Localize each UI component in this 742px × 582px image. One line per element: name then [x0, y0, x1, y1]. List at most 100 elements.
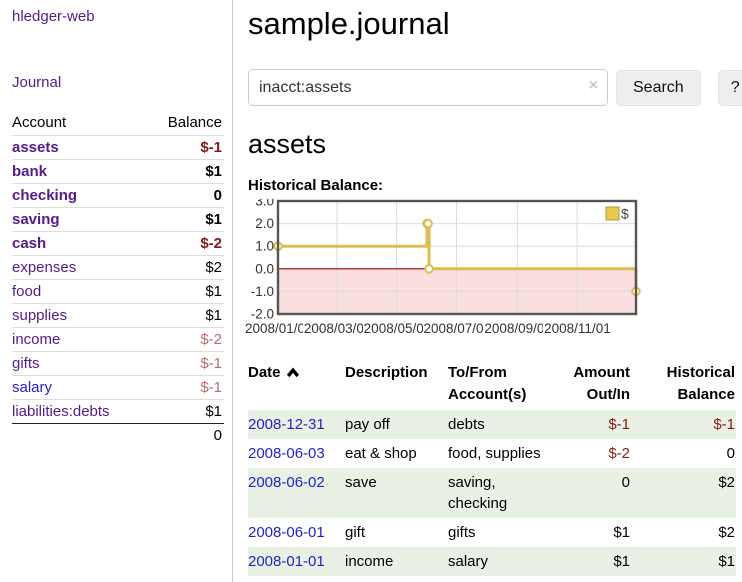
account-row: liabilities:debts $1 [12, 399, 224, 424]
account-link-supplies[interactable]: supplies [12, 307, 68, 324]
account-link-salary[interactable]: salary [12, 379, 53, 396]
transaction-balance: $2 [718, 473, 735, 491]
x-axis-tick-label: 2008/11/01 [543, 321, 612, 336]
register-header-balance-line2: Balance [677, 385, 735, 403]
account-row: gifts $-1 [12, 351, 224, 376]
y-axis-tick-label: -2.0 [251, 307, 274, 322]
accounts-header-balance: Balance [167, 114, 222, 131]
account-row: supplies $1 [12, 303, 224, 328]
transaction-row: 2008-01-01 income salary $1 $1 [248, 546, 736, 576]
main-content: sample.journal × Search ? assets Histori… [233, 0, 742, 582]
y-axis-tick-label: 3.0 [255, 199, 274, 209]
register-header-date[interactable]: Date [248, 360, 345, 410]
account-link-expenses[interactable]: expenses [12, 259, 77, 276]
register-header-amount-line2: Out/In [586, 385, 630, 403]
y-axis-tick-label: 0.0 [255, 261, 274, 276]
account-link-cash[interactable]: cash [12, 235, 47, 252]
account-link-saving[interactable]: saving [12, 211, 60, 228]
transaction-accounts: debts [448, 415, 485, 433]
sort-up-icon [286, 367, 299, 378]
x-axis-tick-label: 2008/07/01 [422, 321, 493, 336]
data-point-marker[interactable] [423, 218, 433, 229]
sidebar: hledger-web Journal Account Balance asse… [0, 0, 233, 582]
page-title: sample.journal [248, 6, 450, 41]
search-input[interactable] [248, 69, 608, 106]
account-link-bank[interactable]: bank [12, 163, 48, 180]
clear-search-icon[interactable]: × [588, 77, 598, 94]
register-table: Date Description To/From Account(s) Amou… [248, 360, 736, 576]
account-row: cash $-2 [12, 231, 224, 256]
transaction-date-link[interactable]: 2008-06-03 [248, 444, 325, 462]
account-name-cell: checking [12, 183, 147, 208]
historical-balance-chart: 3.0 2.0 1.0 0.0 -1.0 -2.0 $2008/01/01 2008/03/0… [244, 199, 742, 345]
transaction-date-link[interactable]: 2008-01-01 [248, 552, 325, 570]
account-row: saving $1 [12, 207, 224, 232]
transaction-date-cell: 2008-06-02 [248, 468, 345, 518]
search-field-wrap: × [248, 69, 608, 106]
account-name-cell: liabilities:debts [12, 399, 147, 424]
transaction-amount: $1 [613, 523, 630, 541]
x-axis-tick-label: 2008/05/01 [362, 321, 433, 336]
account-link-gifts[interactable]: gifts [12, 355, 40, 372]
account-name-cell: saving [12, 207, 147, 232]
brand-link[interactable]: hledger-web [12, 8, 95, 25]
account-link-liabilities-debts[interactable]: liabilities:debts [12, 403, 110, 420]
transaction-balance: $2 [718, 523, 735, 541]
account-row: food $1 [12, 279, 224, 304]
account-link-food[interactable]: food [12, 283, 42, 300]
search-button[interactable]: Search [616, 69, 701, 106]
legend-swatch [605, 206, 620, 221]
transaction-date-cell: 2008-06-03 [248, 439, 345, 468]
sidebar-item-journal[interactable]: Journal [12, 74, 62, 91]
transaction-accounts: salary [448, 552, 489, 570]
register-header-balance: Historical Balance [642, 360, 736, 410]
register-header-balance-line1: Historical [666, 364, 735, 381]
account-balance: $1 [146, 159, 224, 184]
register-header-row: Date Description To/From Account(s) Amou… [248, 360, 736, 410]
transaction-description: gift [345, 523, 366, 541]
register-header-accounts-line1: To/From [448, 364, 507, 381]
account-name-cell: supplies [12, 303, 147, 328]
accounts-total-row: 0 [12, 423, 224, 447]
register-header-accounts: To/From Account(s) [448, 360, 563, 410]
account-link-assets[interactable]: assets [12, 139, 59, 156]
register-header-amount: Amount Out/In [563, 360, 642, 410]
x-axis-tick-label: 2008/03/01 [302, 321, 373, 336]
transaction-balance: $-1 [713, 415, 735, 433]
chart-title: Historical Balance: [248, 177, 384, 194]
account-name-cell: income [12, 327, 147, 352]
account-balance: $1 [146, 279, 224, 304]
transaction-date-link[interactable]: 2008-12-31 [248, 415, 325, 433]
accounts-header-account: Account [12, 114, 67, 131]
account-name-cell: assets [12, 135, 147, 160]
account-name-cell: cash [12, 231, 147, 256]
transaction-date-link[interactable]: 2008-06-02 [248, 473, 325, 491]
transaction-date-link[interactable]: 2008-06-01 [248, 523, 325, 541]
account-row: checking 0 [12, 183, 224, 208]
account-balance: $1 [146, 303, 224, 328]
search-help-button[interactable]: ? [717, 69, 742, 106]
x-axis-tick-label: 2008/01/01 [244, 321, 314, 336]
account-row: assets $-1 [12, 135, 224, 160]
account-name-cell: expenses [12, 255, 147, 280]
account-balance: $1 [146, 399, 224, 424]
account-link-income[interactable]: income [12, 331, 61, 348]
y-axis-tick-label: -1.0 [251, 284, 274, 299]
y-axis-tick-label: 2.0 [255, 216, 274, 231]
transaction-description: pay off [345, 415, 390, 433]
register-header-amount-line1: Amount [573, 364, 630, 381]
y-axis-tick-label: 1.0 [255, 239, 274, 254]
accounts-total-spacer [12, 423, 147, 447]
register-header-accounts-line2: Account(s) [448, 385, 527, 403]
account-name-cell: bank [12, 159, 147, 184]
accounts-table: Account Balance assets $-1 bank $1 checking 0… [12, 111, 224, 447]
account-row: bank $1 [12, 159, 224, 184]
account-link-checking[interactable]: checking [12, 187, 78, 204]
chart-svg: 3.0 2.0 1.0 0.0 -1.0 -2.0 $ [251, 199, 641, 322]
transaction-row: 2008-12-31 pay off debts $-1 $-1 [248, 409, 736, 439]
x-axis-tick-label: 2008/09/01 [483, 321, 553, 336]
data-point-marker[interactable] [424, 264, 434, 274]
transaction-amount: 0 [621, 473, 630, 491]
transaction-row: 2008-06-03 eat & shop food, supplies $-2 0 [248, 439, 736, 468]
